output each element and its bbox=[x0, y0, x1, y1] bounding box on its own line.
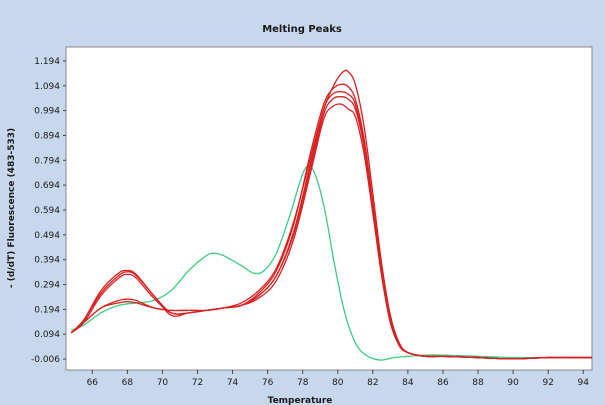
y-tick-label: 0.094 bbox=[34, 330, 60, 340]
x-tick-label: 70 bbox=[157, 378, 169, 388]
y-tick-label: 0.394 bbox=[34, 256, 60, 266]
y-axis-label: - (d/dT) Fluorescence (483-533) bbox=[7, 128, 17, 288]
x-tick-label: 76 bbox=[262, 378, 274, 388]
x-tick-label: 68 bbox=[122, 378, 134, 388]
chart-title: Melting Peaks bbox=[262, 24, 342, 35]
x-tick-label: 66 bbox=[87, 378, 99, 388]
x-tick-label: 94 bbox=[578, 378, 590, 388]
x-tick-label: 74 bbox=[227, 378, 239, 388]
x-tick-label: 82 bbox=[367, 378, 378, 388]
y-tick-label: 1.194 bbox=[34, 57, 60, 67]
y-tick-label: 0.994 bbox=[34, 107, 60, 117]
x-tick-label: 90 bbox=[507, 378, 519, 388]
x-tick-label: 86 bbox=[437, 378, 449, 388]
y-tick-label: 0.894 bbox=[34, 131, 60, 141]
y-tick-label: -0.006 bbox=[31, 355, 60, 365]
x-tick-label: 88 bbox=[472, 378, 484, 388]
y-axis: 1.194 1.094 0.994 0.894 0.794 0.694 0.594 0.494… bbox=[31, 57, 66, 365]
series-line-6 bbox=[70, 96, 593, 360]
x-axis: 66 68 70 72 74 76 78 80 82 84 86 88 90 92 94 bbox=[87, 370, 590, 388]
plot-area bbox=[65, 46, 593, 371]
x-tick-label: 72 bbox=[192, 378, 203, 388]
x-axis-label: Temperature bbox=[268, 396, 333, 405]
x-tick-label: 78 bbox=[297, 378, 309, 388]
y-tick-label: 0.294 bbox=[34, 281, 60, 291]
x-tick-label: 80 bbox=[332, 378, 344, 388]
y-tick-label: 0.594 bbox=[34, 206, 60, 216]
y-tick-label: 0.794 bbox=[34, 156, 60, 166]
y-tick-label: 1.094 bbox=[34, 82, 60, 92]
x-tick-label: 92 bbox=[542, 378, 553, 388]
x-tick-label: 84 bbox=[402, 378, 414, 388]
y-tick-label: 0.694 bbox=[34, 181, 60, 191]
y-tick-label: 0.494 bbox=[34, 231, 60, 241]
series-layer bbox=[70, 69, 593, 361]
y-tick-label: 0.194 bbox=[34, 305, 60, 315]
